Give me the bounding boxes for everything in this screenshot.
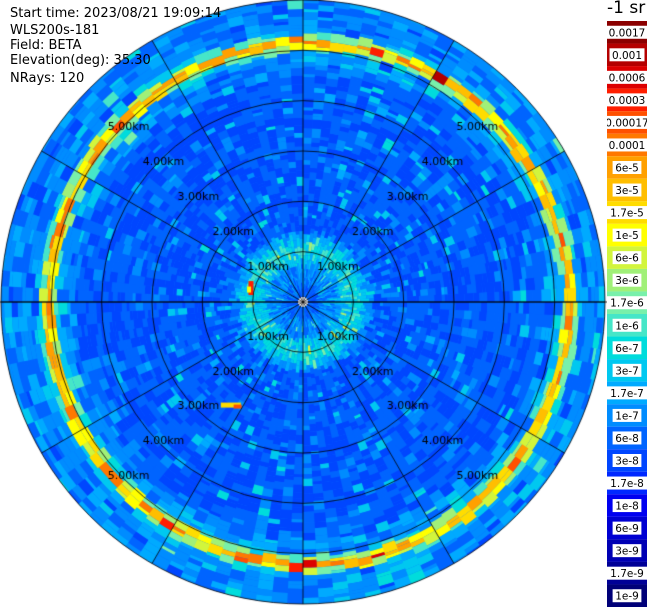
colorbar-label-box xyxy=(612,408,642,422)
colorbar-label: 3e-9 xyxy=(615,546,639,558)
colorbar-label: 1.7e-6 xyxy=(610,298,644,310)
colorbar-label: 1.7e-5 xyxy=(610,208,644,220)
colorbar-label-box xyxy=(612,521,642,535)
colorbar-label: 3e-5 xyxy=(615,185,639,197)
colorbar-label-box xyxy=(612,273,642,287)
colorbar-label: 0.0003 xyxy=(609,95,646,107)
colorbar-label-box xyxy=(612,183,642,197)
colorbar-label-box xyxy=(612,431,642,445)
colorbar-label-box xyxy=(607,138,647,152)
colorbar-label: 3e-7 xyxy=(615,365,639,377)
ppi-plot xyxy=(0,0,607,607)
colorbar-label-box xyxy=(609,48,645,62)
elevation-text: Elevation(deg): 35.30 xyxy=(10,53,151,68)
colorbar-label: 6e-9 xyxy=(615,523,639,535)
colorbar-label-box xyxy=(607,70,647,84)
colorbar-label-box xyxy=(607,476,647,490)
colorbar-label: 3e-6 xyxy=(615,275,639,287)
colorbar-label: 1.7e-7 xyxy=(610,388,644,400)
colorbar: 0.0017 0.001 0.0006 0.0003 0.00017 0.0001 6e-5… xyxy=(607,21,647,607)
colorbar-label-box xyxy=(607,566,647,580)
colorbar-label: 1e-6 xyxy=(615,320,639,332)
colorbar-label-box xyxy=(612,228,642,242)
instrument-text: WLS200s-181 xyxy=(10,23,100,38)
colorbar-label: 0.00017 xyxy=(607,117,647,129)
colorbar-label-box xyxy=(612,341,642,355)
colorbar-label-box xyxy=(607,115,647,129)
colorbar-label-box xyxy=(612,499,642,513)
field-text: Field: BETA xyxy=(10,38,82,53)
colorbar-label-box xyxy=(612,544,642,558)
colorbar-label-box xyxy=(612,454,642,467)
colorbar-unit: -1 sr xyxy=(607,0,646,18)
colorbar-label-box xyxy=(612,161,642,174)
colorbar-label-box xyxy=(607,296,647,310)
colorbar-label: 1.7e-9 xyxy=(610,568,644,580)
colorbar-label: 0.0006 xyxy=(609,72,646,84)
colorbar-label-box xyxy=(612,251,642,265)
nrays-text: NRays: 120 xyxy=(10,71,85,86)
colorbar-label: 3e-8 xyxy=(615,456,639,468)
colorbar-label: 1e-5 xyxy=(615,230,639,242)
colorbar-label-box xyxy=(607,25,647,39)
colorbar-label-box xyxy=(612,589,642,603)
colorbar-label-box xyxy=(607,386,647,400)
colorbar-label: 0.0001 xyxy=(609,140,646,152)
colorbar-label: 0.001 xyxy=(612,50,642,62)
colorbar-label: 1e-8 xyxy=(615,501,639,513)
colorbar-label: 6e-8 xyxy=(615,433,639,445)
colorbar-label: 0.0017 xyxy=(609,27,646,39)
start-time-text: Start time: 2023/08/21 19:09:14 xyxy=(10,6,222,21)
colorbar-label: 1e-7 xyxy=(615,410,639,422)
colorbar-label: 6e-5 xyxy=(615,163,639,175)
colorbar-label: 6e-6 xyxy=(615,253,639,265)
colorbar-label: 1e-9 xyxy=(615,591,639,603)
colorbar-label-box xyxy=(607,206,647,220)
colorbar-label-box xyxy=(612,363,642,377)
colorbar-label: 6e-7 xyxy=(615,343,639,355)
colorbar-label-box xyxy=(612,318,642,332)
colorbar-label-box xyxy=(607,93,647,107)
colorbar-label: 1.7e-8 xyxy=(610,478,644,490)
